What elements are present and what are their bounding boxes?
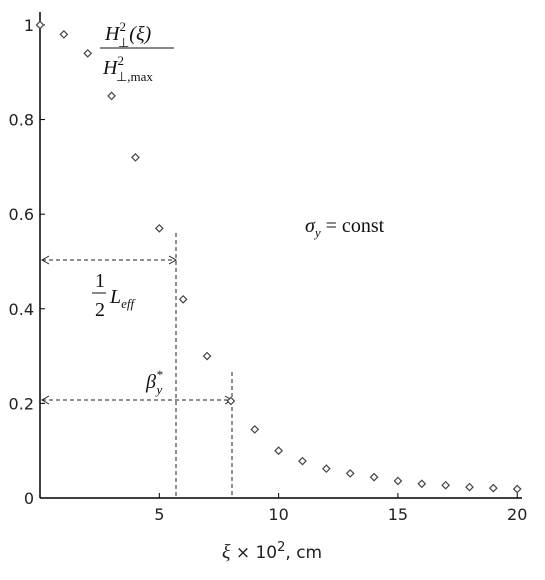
point	[83, 48, 93, 58]
point	[393, 476, 403, 486]
y-label-denominator: H2 ⊥,max	[102, 53, 153, 84]
sigma-annotation: σy = const	[305, 215, 385, 240]
leff-annotation: Leff	[109, 286, 137, 311]
beta-annotation: β* y	[145, 367, 163, 397]
point	[250, 425, 260, 434]
point	[441, 480, 451, 490]
arrow-heads	[40, 255, 234, 405]
y-label-numerator: H2 ⊥(ξ)	[104, 19, 152, 50]
x-tick-label: 20	[507, 505, 527, 524]
point	[59, 30, 69, 39]
point	[298, 456, 307, 466]
x-tick-label: 15	[388, 505, 408, 524]
point	[154, 223, 164, 233]
point	[274, 446, 283, 456]
point	[512, 484, 522, 494]
y-tick-label: 0.2	[9, 394, 34, 413]
point	[226, 396, 236, 406]
x-label: ξ × 102, cm	[222, 540, 322, 563]
y-tick-label: 0	[24, 489, 34, 508]
point	[321, 464, 331, 474]
y-tick-label: 1	[24, 16, 34, 35]
y-tick-label: 0.6	[9, 205, 34, 224]
point	[35, 20, 45, 30]
point	[488, 483, 498, 493]
point	[107, 91, 116, 101]
point	[202, 351, 212, 361]
y-tick-label: 0.8	[9, 111, 34, 130]
point	[369, 472, 379, 482]
arrow-head	[40, 255, 178, 265]
point	[345, 469, 355, 478]
point	[465, 482, 474, 492]
point	[178, 294, 188, 304]
point	[417, 479, 427, 489]
x-tick-label: 10	[268, 505, 288, 524]
y-tick-label: 0.4	[9, 300, 34, 319]
guides	[42, 233, 233, 498]
half-num: 1	[95, 270, 105, 292]
x-tick-label: 5	[154, 505, 164, 524]
half-den: 2	[95, 299, 105, 321]
point	[131, 153, 140, 162]
